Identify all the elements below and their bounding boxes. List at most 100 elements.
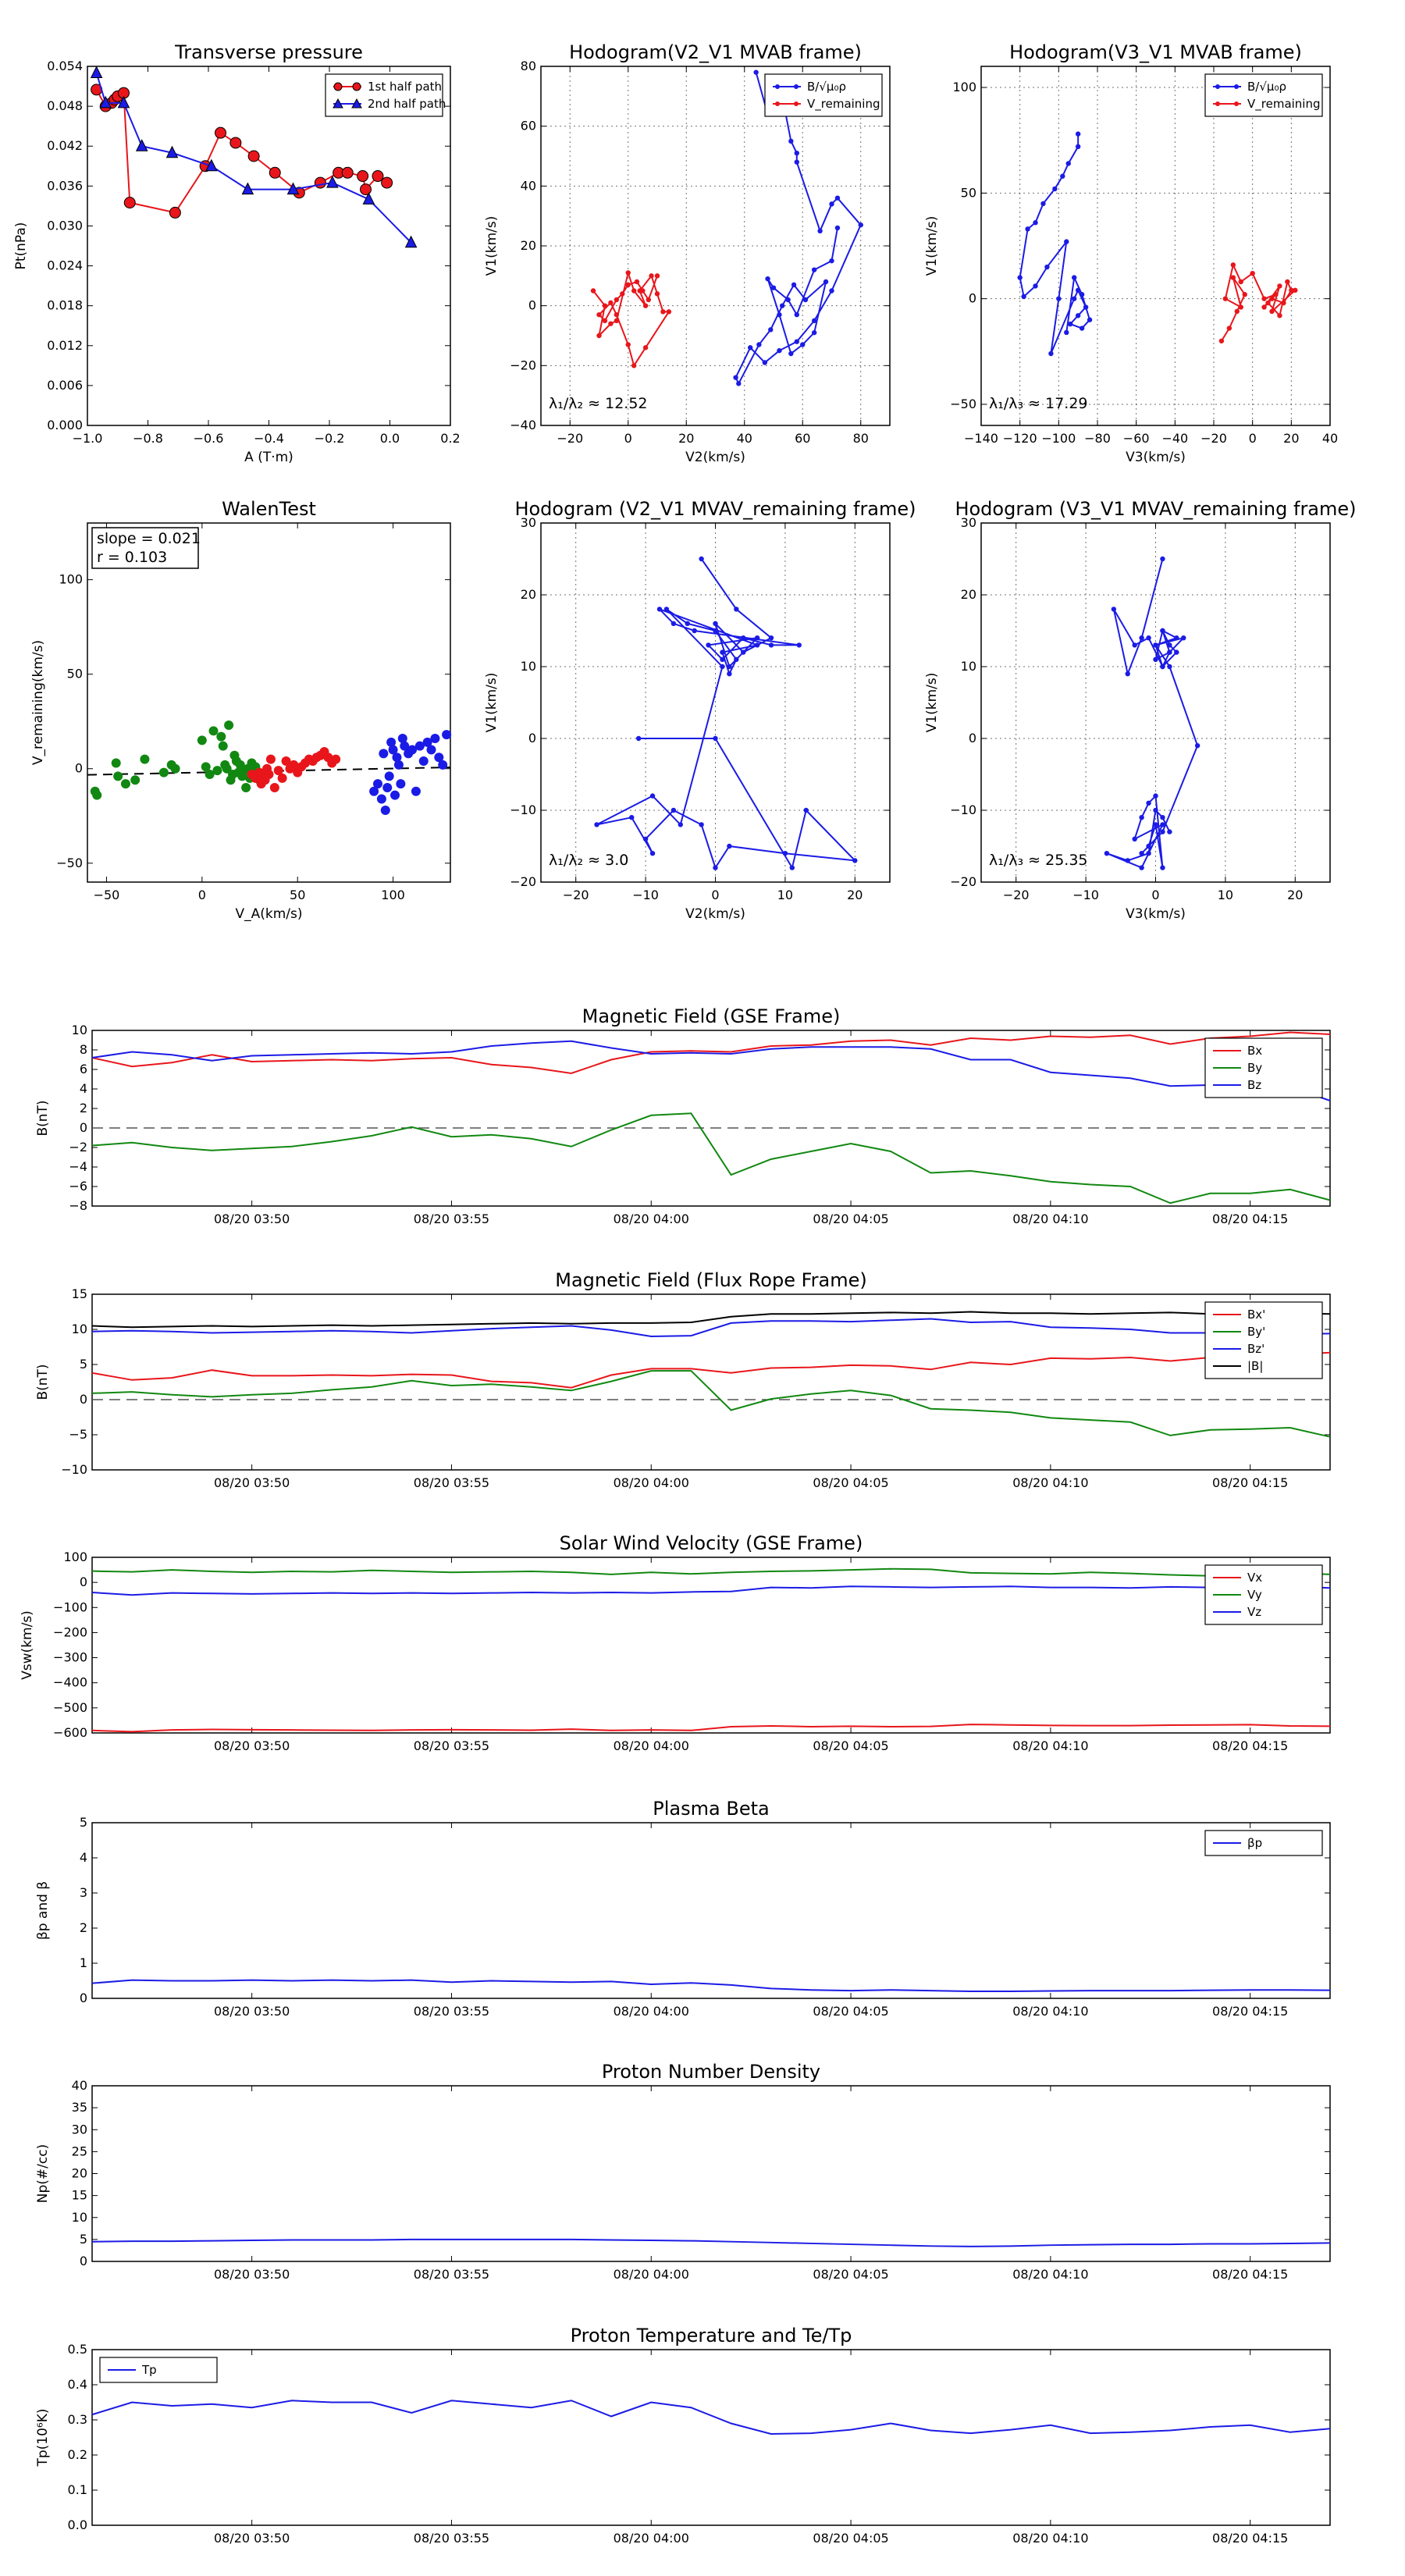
transverse_pressure-point [314,176,326,189]
vsw-xtick-label: 08/20 03:55 [414,1738,489,1753]
walen_test-point [414,741,425,751]
hodogram_v2v1_mvav-annotation: λ₁/λ₂ ≈ 3.0 [549,852,628,869]
walen_test-point [379,749,389,759]
hodogram_v3v1_mvav-point [1146,843,1151,849]
hodogram_v3v1_mvab-point [1075,287,1081,294]
hodogram_v2v1_mvab-title: Hodogram(V2_V1 MVAB frame) [569,41,862,63]
mag_gse-title: Magnetic Field (GSE Frame) [582,1005,841,1027]
hodogram_v3v1_mvav-point [1139,865,1144,870]
hodogram_v3v1_mvab-panel: −50 0 50 100 −140 −120 −100 −80 −60 −40 −20 0 20 40 Ho… [924,41,1338,465]
hodogram_v2v1_mvav-xtick-label: −20 [563,888,589,902]
hodogram_v2v1_mvav-point [727,664,732,670]
np-ytick-label: 40 [72,2078,87,2093]
beta-xtick-label: 08/20 03:50 [214,2004,290,2019]
walen_test-point [158,767,169,777]
hodogram_v3v1_mvav-point [1104,851,1110,856]
hodogram_v3v1_mvab-point [1079,326,1085,331]
walen_test-slope-text: slope = 0.021 [97,530,201,547]
hodogram_v2v1_mvab-point [625,282,631,288]
tp-xtick-label: 08/20 03:50 [214,2531,290,2546]
hodogram_v3v1_mvav-point [1160,815,1165,820]
hodogram_v2v1_mvab-point [811,267,817,272]
tp-xtick-label: 08/20 03:55 [414,2531,489,2546]
hodogram_v2v1_mvav-point [782,851,788,856]
hodogram_v2v1_mvab-point [770,285,777,290]
np-ytick-label: 10 [72,2210,87,2225]
hodogram_v2v1_mvab-ytick-label: 80 [521,59,536,73]
hodogram_v3v1_mvav-point [1160,664,1165,670]
hodogram_v2v1_mvav-point [754,642,760,648]
beta-xtick-label: 08/20 04:15 [1212,2004,1288,2019]
hodogram_v2v1_mvab-point [748,345,753,350]
hodogram_v3v1_mvab-point [1056,296,1062,301]
transverse_pressure-point [357,170,369,183]
hodogram_v3v1_mvab-point [1230,262,1236,268]
hodogram_v3v1_mvav-series-line [1106,558,1199,869]
hodogram_v2v1_mvab-point [608,321,614,326]
mag_gse-xtick-label: 08/20 04:15 [1212,1212,1288,1226]
hodogram_v2v1_mvav-point [649,851,656,856]
hodogram_v3v1_mvab-point [1269,296,1275,301]
hodogram_v2v1_mvab-point [602,318,608,324]
tp-ytick-label: 0.4 [68,2377,87,2392]
hodogram_v2v1_mvab-xtick-label: 60 [795,431,810,446]
hodogram_v3v1_mvab-xtick-label: −140 [964,431,998,446]
transverse_pressure-point [247,150,260,162]
mag_fr-ytick-label: −10 [61,1462,87,1477]
hodogram_v3v1_mvav-ytick-label: −10 [950,802,976,817]
hodogram_v2v1_mvab-point [596,311,602,318]
hodogram_v3v1_mvab-ytick-label: 50 [961,185,976,200]
hodogram_v2v1_mvab-point [625,270,631,276]
tp-ytick-label: 0.2 [68,2447,87,2462]
hodogram_v2v1_mvab-point [817,228,823,234]
hodogram_v3v1_mvab-point [1048,350,1054,357]
hodogram_v2v1_mvab-legend-marker [775,101,780,106]
hodogram_v3v1_mvab-point [1075,144,1081,150]
hodogram_v3v1_mvab-point [1065,161,1071,166]
hodogram_v3v1_mvav-ytick-label: 30 [961,515,976,530]
mag_fr-panel: −10 −5 0 5 10 15 08/20 03:50 08/20 03:55 08/20 0… [35,1269,1331,1490]
hodogram_v2v1_mvav-point [670,807,677,813]
hodogram_v3v1_mvav-point [1146,635,1151,641]
walen_test-point [388,745,398,755]
hodogram_v2v1_mvab-point [788,350,794,357]
hodogram_v3v1_mvav-point [1194,743,1200,749]
hodogram_v2v1_mvav-point [734,656,739,662]
mag_gse-ytick-label: 2 [80,1101,87,1115]
hodogram_v3v1_mvab-legend-marker [1215,101,1220,106]
hodogram_v2v1_mvav-point [699,822,704,827]
hodogram_v3v1_mvab-legend-marker [1234,84,1239,89]
hodogram_v3v1_mvav-point [1139,635,1144,641]
walen_test-ytick-label: 0 [75,761,83,776]
hodogram_v3v1_mvab-point [1261,304,1267,310]
hodogram_v2v1_mvav-point [629,815,635,820]
np-title: Proton Number Density [602,2061,820,2083]
mag_gse-frame [91,1030,1331,1207]
hodogram_v3v1_mvab-ytick-label: 100 [952,80,976,94]
hodogram_v3v1_mvab-point [1052,186,1058,192]
transverse_pressure-point [360,183,372,196]
hodogram_v2v1_mvav-point [594,822,599,827]
vsw-legend-label: Vy [1247,1588,1262,1602]
hodogram_v2v1_mvav-point [741,635,746,641]
mag_gse-ytick-label: −4 [69,1159,87,1174]
hodogram_v3v1_mvav-point [1174,649,1179,655]
hodogram_v2v1_mvab-ytick-label: 20 [521,238,536,253]
hodogram_v2v1_mvab-point [794,311,799,318]
hodogram_v2v1_mvab-legend-marker [794,84,799,89]
hodogram_v3v1_mvav-ytick-label: 10 [961,659,976,674]
hodogram_v2v1_mvab-point [802,297,809,303]
walen_test-xtick-label: 0 [198,888,206,902]
walen_test-point [386,737,397,747]
np-frame [91,2085,1331,2262]
hodogram_v2v1_mvab-legend-marker [775,84,780,89]
hodogram_v3v1_mvab-point [1083,304,1089,310]
hodogram_v3v1_mvab-legend-box [1204,73,1323,117]
hodogram_v2v1_mvav-xtick-label: 20 [847,888,863,902]
hodogram_v2v1_mvab-panel: −40 −20 0 20 40 60 80 −20 0 20 40 60 80 Hodogram(V2_V… [484,41,891,465]
hodogram_v3v1_mvab-point [1265,300,1271,306]
transverse_pressure-point [362,192,375,205]
hodogram_v3v1_mvav-point [1153,656,1158,662]
beta-frame [91,1822,1331,1999]
transverse_pressure-point [286,182,300,195]
